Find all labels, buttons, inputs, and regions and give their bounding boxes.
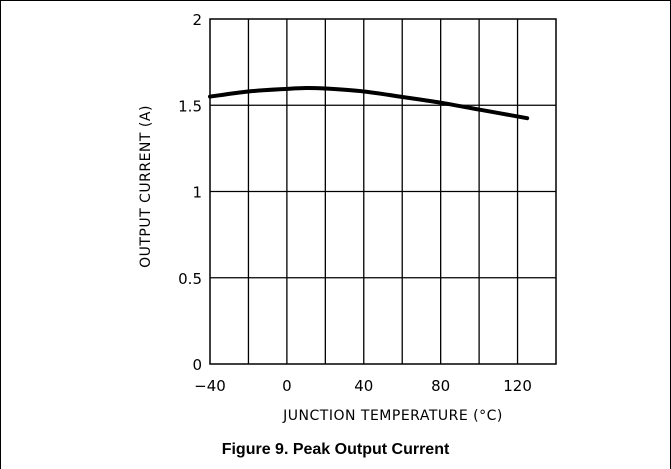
y-tick-labels: 0 0.5 1 1.5 2 xyxy=(178,11,202,374)
frame-left-border xyxy=(0,0,1,469)
x-tick-label: −40 xyxy=(194,377,226,395)
y-tick-label: 1.5 xyxy=(178,97,202,115)
x-tick-labels: −40 0 40 80 120 xyxy=(194,377,532,395)
x-axis-label: JUNCTION TEMPERATURE (°C) xyxy=(282,408,503,424)
x-tick-label: 80 xyxy=(431,377,450,395)
x-tick-label: 120 xyxy=(503,377,532,395)
frame-top-border xyxy=(0,0,671,1)
y-tick-label: 1 xyxy=(192,184,202,202)
y-tick-label: 2 xyxy=(192,11,202,29)
plot-area-border xyxy=(209,18,557,365)
y-tick-label: 0.5 xyxy=(178,270,202,288)
figure-caption: Figure 9. Peak Output Current xyxy=(221,441,450,458)
x-tick-label: 0 xyxy=(282,377,292,395)
x-tick-label: 40 xyxy=(354,377,373,395)
series-line-output-current xyxy=(208,85,530,121)
y-tick-label: 0 xyxy=(192,356,202,374)
grid-lines xyxy=(210,19,556,364)
y-axis-label: OUTPUT CURRENT (A) xyxy=(138,105,154,268)
